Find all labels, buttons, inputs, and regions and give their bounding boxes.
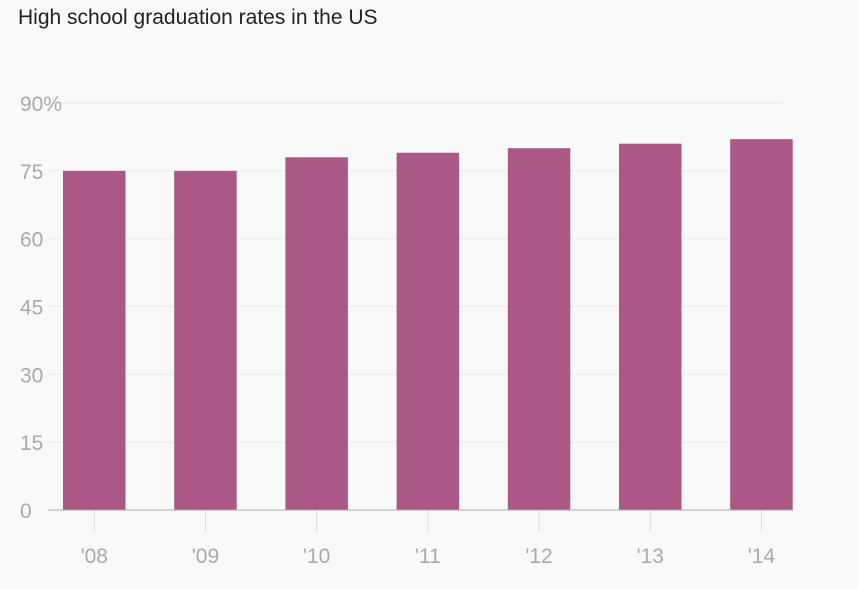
bar — [730, 139, 793, 510]
bar — [619, 143, 682, 510]
bar — [174, 170, 237, 511]
x-tick-label: '09 — [192, 545, 219, 568]
x-tick-label: '08 — [81, 545, 108, 568]
bar — [63, 170, 126, 511]
x-tick-label: '12 — [525, 545, 552, 568]
x-tick-label: '14 — [748, 545, 776, 568]
y-tick-label: 90% — [20, 93, 62, 116]
y-tick-label: 45 — [20, 297, 43, 320]
y-tick-label: 30 — [20, 364, 43, 387]
x-tick-label: '13 — [637, 545, 664, 568]
bar — [507, 148, 571, 510]
y-tick-label: 15 — [20, 432, 43, 455]
bar — [396, 152, 460, 510]
bar — [285, 157, 348, 510]
y-tick-label: 0 — [20, 500, 32, 523]
y-tick-label: 60 — [20, 229, 43, 252]
chart-title: High school graduation rates in the US — [18, 6, 378, 29]
x-tick-label: '10 — [303, 545, 330, 568]
y-tick-label: 75 — [20, 161, 43, 184]
x-tick-label: '11 — [415, 545, 441, 568]
